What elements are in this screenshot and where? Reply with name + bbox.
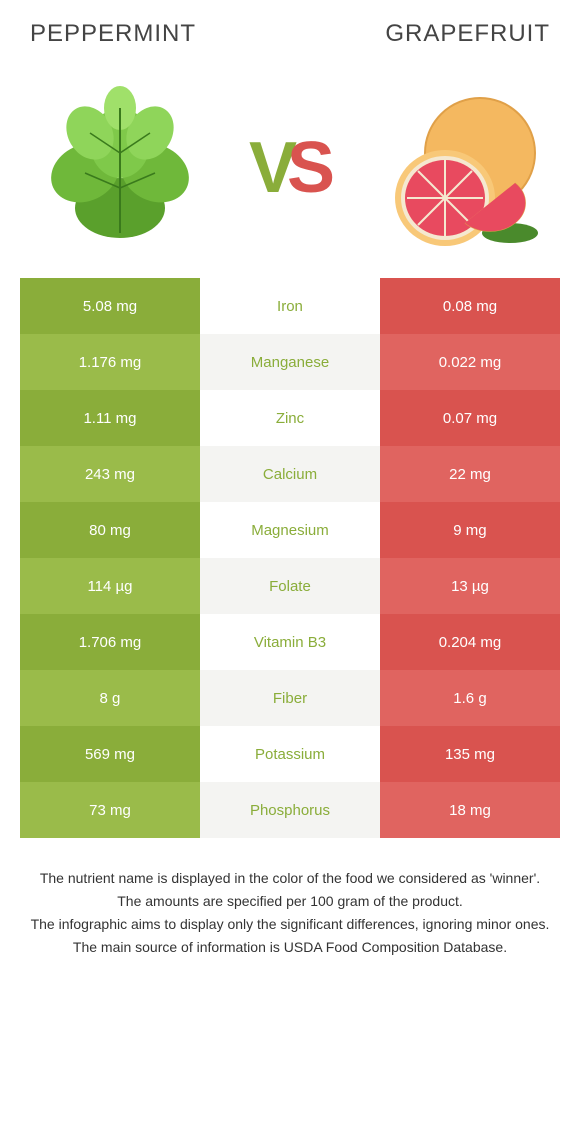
right-value: 135 mg xyxy=(380,726,560,782)
nutrient-row: 1.11 mgZinc0.07 mg xyxy=(20,390,560,446)
nutrient-row: 114 µgFolate13 µg xyxy=(20,558,560,614)
nutrient-row: 73 mgPhosphorus18 mg xyxy=(20,782,560,838)
left-value: 1.11 mg xyxy=(20,390,200,446)
nutrient-row: 1.176 mgManganese0.022 mg xyxy=(20,334,560,390)
nutrient-label: Potassium xyxy=(200,726,380,782)
footer-line-4: The main source of information is USDA F… xyxy=(30,937,550,958)
nutrient-label: Phosphorus xyxy=(200,782,380,838)
nutrient-label: Calcium xyxy=(200,446,380,502)
footer-line-2: The amounts are specified per 100 gram o… xyxy=(30,891,550,912)
left-value: 569 mg xyxy=(20,726,200,782)
hero-row: V S xyxy=(20,58,560,278)
right-value: 22 mg xyxy=(380,446,560,502)
nutrient-label: Iron xyxy=(200,278,380,334)
nutrient-label: Fiber xyxy=(200,670,380,726)
nutrient-row: 5.08 mgIron0.08 mg xyxy=(20,278,560,334)
right-value: 1.6 g xyxy=(380,670,560,726)
right-value: 0.08 mg xyxy=(380,278,560,334)
nutrient-label: Vitamin B3 xyxy=(200,614,380,670)
left-value: 5.08 mg xyxy=(20,278,200,334)
right-value: 0.022 mg xyxy=(380,334,560,390)
footer-notes: The nutrient name is displayed in the co… xyxy=(20,868,560,958)
nutrient-label: Manganese xyxy=(200,334,380,390)
nutrient-row: 80 mgMagnesium9 mg xyxy=(20,502,560,558)
left-value: 114 µg xyxy=(20,558,200,614)
vs-s: S xyxy=(287,127,331,209)
footer-line-1: The nutrient name is displayed in the co… xyxy=(30,868,550,889)
left-food-title: PEPPERMINT xyxy=(30,20,196,48)
left-value: 73 mg xyxy=(20,782,200,838)
grapefruit-image xyxy=(370,78,550,258)
left-value: 8 g xyxy=(20,670,200,726)
right-value: 9 mg xyxy=(380,502,560,558)
nutrient-label: Folate xyxy=(200,558,380,614)
right-value: 13 µg xyxy=(380,558,560,614)
vs-label: V S xyxy=(249,127,331,209)
right-value: 0.07 mg xyxy=(380,390,560,446)
left-value: 1.706 mg xyxy=(20,614,200,670)
left-value: 243 mg xyxy=(20,446,200,502)
footer-line-3: The infographic aims to display only the… xyxy=(30,914,550,935)
right-value: 0.204 mg xyxy=(380,614,560,670)
nutrient-row: 569 mgPotassium135 mg xyxy=(20,726,560,782)
right-food-title: GRAPEFRUIT xyxy=(385,20,550,48)
nutrient-row: 243 mgCalcium22 mg xyxy=(20,446,560,502)
left-value: 1.176 mg xyxy=(20,334,200,390)
nutrient-row: 1.706 mgVitamin B30.204 mg xyxy=(20,614,560,670)
right-value: 18 mg xyxy=(380,782,560,838)
nutrient-row: 8 gFiber1.6 g xyxy=(20,670,560,726)
left-value: 80 mg xyxy=(20,502,200,558)
title-bar: PEPPERMINT GRAPEFRUIT xyxy=(20,20,560,58)
nutrient-table: 5.08 mgIron0.08 mg1.176 mgManganese0.022… xyxy=(20,278,560,838)
nutrient-label: Zinc xyxy=(200,390,380,446)
nutrient-label: Magnesium xyxy=(200,502,380,558)
peppermint-image xyxy=(30,78,210,258)
